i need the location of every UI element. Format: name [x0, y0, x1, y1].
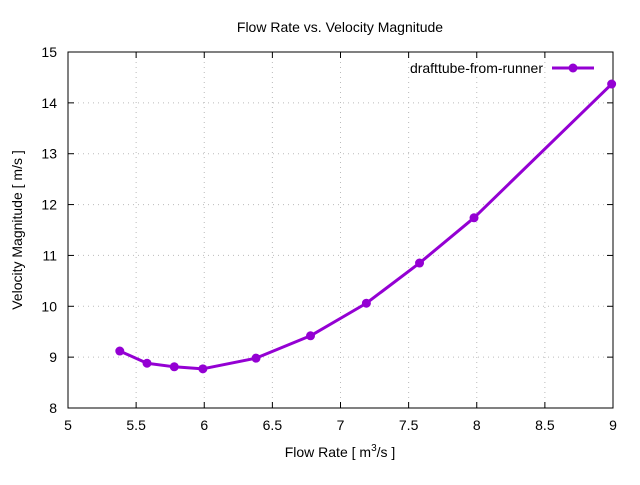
data-point	[361, 298, 371, 308]
data-point	[251, 353, 261, 363]
legend-label: drafttube-from-runner	[410, 60, 543, 76]
data-point	[415, 258, 425, 268]
data-point	[469, 213, 479, 223]
x-tick-label: 5.5	[126, 417, 146, 433]
y-tick-label: 13	[41, 146, 57, 162]
data-point	[607, 79, 617, 89]
x-tick-label: 7	[337, 417, 345, 433]
x-tick-label: 6.5	[263, 417, 283, 433]
y-tick-label: 8	[49, 400, 57, 416]
plot-frame	[67, 51, 614, 409]
x-tick-label: 5	[64, 417, 72, 433]
x-axis-label: Flow Rate [ m3/s ]	[285, 443, 396, 460]
y-tick-label: 10	[41, 298, 57, 314]
y-tick-label: 11	[42, 247, 57, 263]
data-point	[198, 364, 208, 374]
x-tick-label: 7.5	[399, 417, 419, 433]
legend-marker	[568, 63, 578, 73]
y-tick-label: 12	[41, 197, 57, 213]
chart-title: Flow Rate vs. Velocity Magnitude	[237, 19, 443, 35]
y-tick-label: 9	[49, 349, 57, 365]
x-tick-label: 8.5	[535, 417, 555, 433]
y-tick-label: 15	[41, 44, 57, 60]
x-tick-label: 9	[609, 417, 617, 433]
x-tick-label: 6	[200, 417, 208, 433]
data-point	[115, 346, 125, 356]
series-line	[119, 82, 613, 371]
x-tick-label: 8	[473, 417, 481, 433]
y-axis-label: Velocity Magnitude [ m/s ]	[9, 150, 25, 310]
data-point	[142, 358, 152, 368]
data-point	[169, 362, 179, 372]
data-point	[306, 331, 316, 341]
y-tick-label: 14	[41, 95, 57, 111]
legend: drafttube-from-runner	[410, 60, 594, 76]
